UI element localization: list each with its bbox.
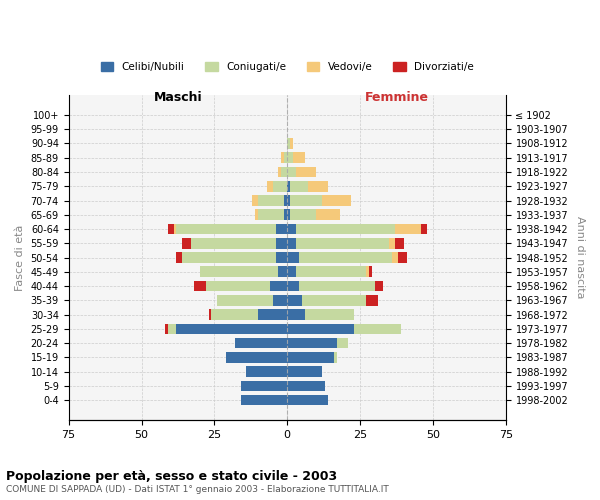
Bar bbox=[191, 238, 275, 248]
Bar bbox=[296, 266, 366, 277]
Bar bbox=[395, 238, 404, 248]
Bar bbox=[182, 238, 191, 248]
Bar bbox=[168, 224, 173, 234]
Bar bbox=[290, 195, 322, 206]
Bar bbox=[278, 166, 281, 177]
Bar bbox=[287, 324, 354, 334]
Bar bbox=[270, 280, 287, 291]
Bar bbox=[206, 280, 270, 291]
Bar bbox=[173, 224, 176, 234]
Bar bbox=[211, 309, 258, 320]
Text: Popolazione per età, sesso e stato civile - 2003: Popolazione per età, sesso e stato civil… bbox=[6, 470, 337, 483]
Bar bbox=[281, 166, 287, 177]
Bar bbox=[275, 252, 287, 263]
Bar bbox=[176, 324, 287, 334]
Bar bbox=[392, 252, 398, 263]
Y-axis label: Anni di nascita: Anni di nascita bbox=[575, 216, 585, 299]
Bar bbox=[165, 324, 168, 334]
Y-axis label: Fasce di età: Fasce di età bbox=[15, 224, 25, 290]
Bar bbox=[226, 352, 287, 362]
Bar bbox=[252, 195, 258, 206]
Bar bbox=[389, 238, 395, 248]
Bar bbox=[366, 295, 377, 306]
Bar bbox=[287, 295, 302, 306]
Bar bbox=[200, 266, 278, 277]
Bar bbox=[290, 181, 308, 192]
Bar bbox=[337, 338, 349, 348]
Bar bbox=[366, 266, 369, 277]
Bar bbox=[182, 252, 275, 263]
Bar bbox=[302, 295, 366, 306]
Bar bbox=[316, 210, 340, 220]
Bar bbox=[398, 252, 407, 263]
Legend: Celibi/Nubili, Coniugati/e, Vedovi/e, Divorziati/e: Celibi/Nubili, Coniugati/e, Vedovi/e, Di… bbox=[97, 58, 478, 76]
Bar bbox=[168, 324, 176, 334]
Bar bbox=[287, 280, 299, 291]
Bar bbox=[299, 280, 374, 291]
Bar bbox=[421, 224, 427, 234]
Bar bbox=[287, 366, 322, 377]
Bar bbox=[284, 195, 287, 206]
Bar bbox=[287, 224, 296, 234]
Bar bbox=[209, 309, 211, 320]
Bar bbox=[272, 295, 287, 306]
Bar bbox=[287, 152, 293, 163]
Bar bbox=[258, 309, 287, 320]
Bar bbox=[287, 352, 334, 362]
Bar bbox=[267, 181, 272, 192]
Bar bbox=[296, 166, 316, 177]
Bar bbox=[374, 280, 383, 291]
Bar bbox=[299, 252, 392, 263]
Bar bbox=[290, 210, 316, 220]
Bar bbox=[322, 195, 352, 206]
Bar bbox=[241, 380, 287, 391]
Bar bbox=[275, 238, 287, 248]
Bar bbox=[258, 195, 284, 206]
Bar bbox=[287, 210, 290, 220]
Bar bbox=[194, 280, 206, 291]
Bar bbox=[235, 338, 287, 348]
Bar bbox=[290, 138, 293, 149]
Bar bbox=[308, 181, 328, 192]
Bar bbox=[287, 238, 296, 248]
Bar bbox=[275, 224, 287, 234]
Bar bbox=[284, 152, 287, 163]
Bar bbox=[287, 266, 296, 277]
Bar bbox=[287, 138, 290, 149]
Bar bbox=[287, 395, 328, 406]
Bar bbox=[287, 181, 290, 192]
Bar bbox=[287, 252, 299, 263]
Bar bbox=[287, 166, 296, 177]
Bar bbox=[293, 152, 305, 163]
Bar bbox=[287, 195, 290, 206]
Bar bbox=[296, 224, 395, 234]
Text: COMUNE DI SAPPADA (UD) - Dati ISTAT 1° gennaio 2003 - Elaborazione TUTTITALIA.IT: COMUNE DI SAPPADA (UD) - Dati ISTAT 1° g… bbox=[6, 485, 389, 494]
Bar bbox=[354, 324, 401, 334]
Bar bbox=[176, 252, 182, 263]
Bar bbox=[287, 309, 305, 320]
Bar bbox=[258, 210, 284, 220]
Bar bbox=[176, 224, 275, 234]
Bar bbox=[281, 152, 284, 163]
Text: Femmine: Femmine bbox=[364, 90, 428, 104]
Text: Maschi: Maschi bbox=[154, 90, 202, 104]
Bar bbox=[272, 181, 287, 192]
Bar bbox=[287, 380, 325, 391]
Bar bbox=[334, 352, 337, 362]
Bar bbox=[241, 395, 287, 406]
Bar bbox=[305, 309, 354, 320]
Bar bbox=[369, 266, 371, 277]
Bar bbox=[296, 238, 389, 248]
Bar bbox=[247, 366, 287, 377]
Bar bbox=[255, 210, 258, 220]
Bar bbox=[217, 295, 272, 306]
Bar bbox=[278, 266, 287, 277]
Bar bbox=[287, 338, 337, 348]
Bar bbox=[284, 210, 287, 220]
Bar bbox=[395, 224, 421, 234]
